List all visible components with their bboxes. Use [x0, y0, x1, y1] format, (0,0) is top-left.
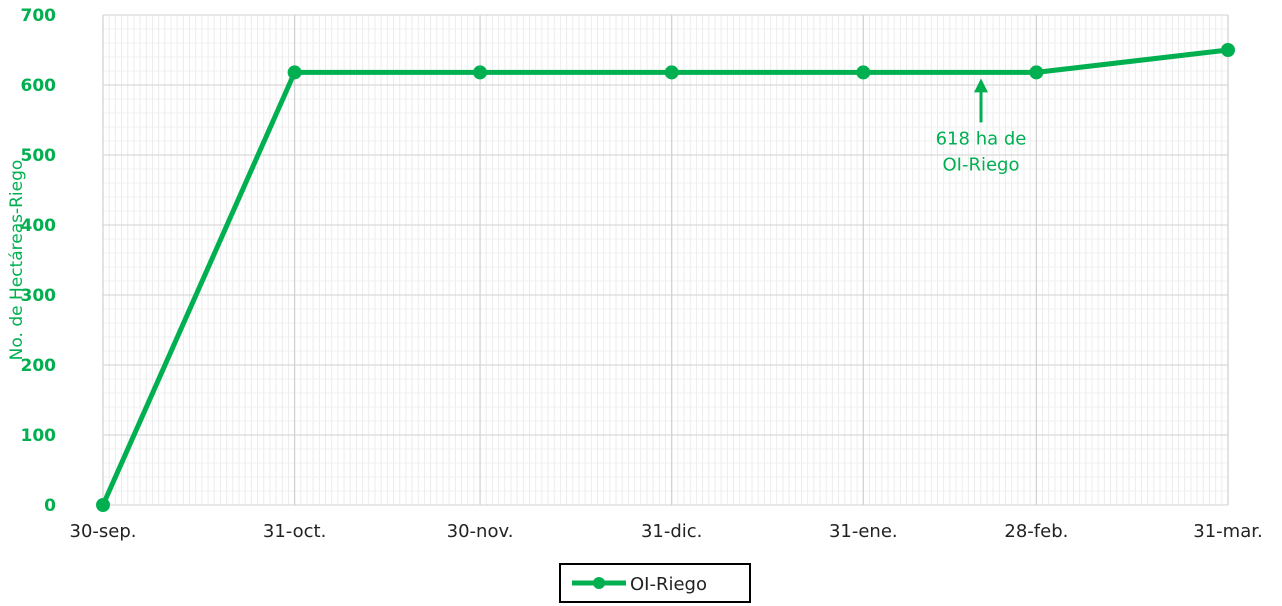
data-point [664, 65, 679, 80]
major-gridlines [102, 14, 1229, 506]
data-point [96, 498, 110, 512]
x-tick-label: 30-nov. [447, 521, 514, 542]
x-tick-label: 31-mar. [1193, 521, 1262, 542]
y-axis-ticks: 0 100 200 300 400 500 600 700 [21, 6, 57, 516]
data-point [473, 65, 488, 80]
y-axis-label: No. de Hectáreas-Riego [7, 160, 27, 361]
series-oi-riego [96, 43, 1235, 512]
x-tick-label: 31-oct. [263, 521, 326, 542]
minor-gridlines [102, 14, 1229, 506]
data-point [1221, 43, 1235, 57]
y-tick-label: 300 [21, 286, 57, 306]
legend: OI-Riego [559, 563, 751, 603]
y-tick-label: 400 [21, 216, 57, 236]
y-tick-label: 0 [44, 496, 56, 516]
x-tick-label: 31-ene. [829, 521, 898, 542]
data-point [856, 65, 871, 80]
annotation-arrow-head [973, 78, 988, 93]
data-point [1029, 65, 1044, 80]
annotation-text-line-1: 618 ha de [936, 128, 1027, 149]
x-tick-label: 30-sep. [70, 521, 137, 542]
annotation-text-line-2: OI-Riego [942, 154, 1019, 175]
annotation: 618 ha de OI-Riego [936, 78, 1027, 175]
y-tick-label: 200 [21, 356, 57, 376]
y-tick-label: 600 [21, 76, 57, 96]
y-tick-label: 100 [21, 426, 57, 446]
legend-marker-swatch [593, 577, 605, 589]
x-tick-label: 28-feb. [1004, 521, 1068, 542]
data-point [287, 65, 302, 80]
x-axis-ticks: 30-sep. 31-oct. 30-nov. 31-dic. 31-ene. 28-fe… [70, 521, 1263, 542]
legend-label-oi-riego: OI-Riego [630, 574, 707, 595]
y-tick-label: 500 [21, 146, 57, 166]
y-tick-label: 700 [21, 6, 57, 26]
x-tick-label: 31-dic. [641, 521, 702, 542]
